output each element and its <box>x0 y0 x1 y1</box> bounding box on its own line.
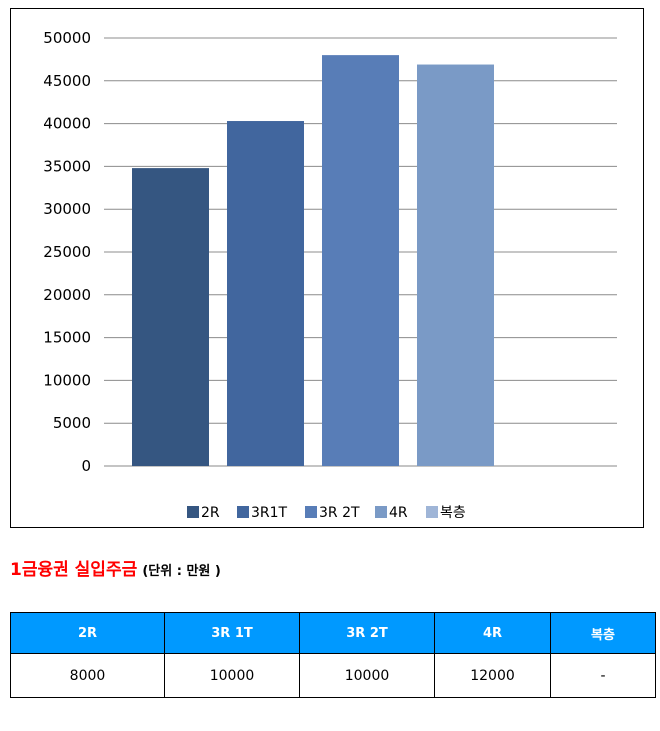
bar-1 <box>132 168 209 466</box>
table-cell: 8000 <box>10 653 165 698</box>
caption-title: 1금융권 실입주금 <box>10 560 138 580</box>
bar-4 <box>417 64 494 466</box>
legend-label: 4R <box>389 505 408 521</box>
legend-swatch <box>426 506 438 518</box>
y-tick-label: 10000 <box>43 371 91 389</box>
table-header-cell: 4R <box>434 612 551 654</box>
table-header-cell: 2R <box>10 612 165 654</box>
y-tick-label: 0 <box>81 457 91 475</box>
y-tick-label: 5000 <box>53 414 91 432</box>
y-tick-label: 20000 <box>43 286 91 304</box>
y-tick-label: 30000 <box>43 200 91 218</box>
price-table: 2R 3R 1T 3R 2T 4R 복층 8000 10000 10000 12… <box>10 612 656 698</box>
table-cell: 12000 <box>434 653 551 698</box>
caption-unit: (단위 : 만원 ) <box>142 564 221 579</box>
y-tick-label: 40000 <box>43 115 91 133</box>
caption: 1금융권 실입주금 (단위 : 만원 ) <box>10 555 221 580</box>
table-cell: 10000 <box>164 653 300 698</box>
chart-container: 0 5000 10000 15000 20000 25000 30000 35000 40000… <box>10 8 644 528</box>
bar-3 <box>322 55 399 467</box>
y-tick-label: 35000 <box>43 157 91 175</box>
legend-swatch <box>237 506 249 518</box>
legend-swatch <box>375 506 387 518</box>
table-header-cell: 3R 2T <box>299 612 435 654</box>
table-header-cell: 복층 <box>550 612 656 654</box>
bar-chart: 0 5000 10000 15000 20000 25000 30000 35000 40000… <box>43 29 617 521</box>
legend-label: 3R 2T <box>319 505 360 521</box>
legend-swatch <box>305 506 317 518</box>
table-header-row: 2R 3R 1T 3R 2T 4R 복층 <box>10 612 656 654</box>
legend-label: 2R <box>201 505 220 521</box>
legend-label: 복층 <box>440 505 466 521</box>
y-tick-label: 50000 <box>43 29 91 47</box>
table-header-cell: 3R 1T <box>164 612 300 654</box>
legend-label: 3R1T <box>251 505 288 521</box>
bar-2 <box>227 121 304 467</box>
y-tick-label: 15000 <box>43 329 91 347</box>
table-cell: - <box>550 653 656 698</box>
y-tick-label: 25000 <box>43 243 91 261</box>
legend-swatch <box>187 506 199 518</box>
table-cell: 10000 <box>299 653 435 698</box>
y-tick-label: 45000 <box>43 72 91 90</box>
table-row: 8000 10000 10000 12000 - <box>10 653 656 698</box>
